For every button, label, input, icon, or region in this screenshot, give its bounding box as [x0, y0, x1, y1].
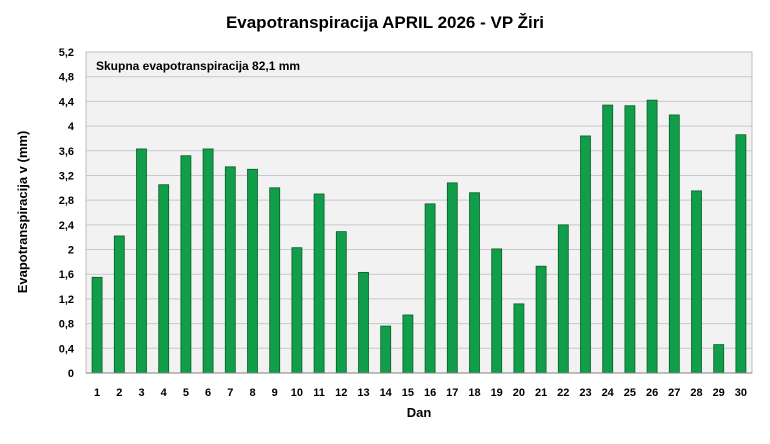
plot-area	[85, 51, 753, 374]
bar	[580, 135, 591, 374]
x-tick-label: 7	[227, 387, 233, 399]
bar	[402, 314, 414, 374]
y-tick-label: 1,2	[59, 294, 74, 306]
bar	[380, 325, 392, 374]
y-tick-label: 0,8	[59, 319, 74, 331]
x-tick-label: 8	[249, 387, 255, 399]
x-tick-label: 28	[690, 387, 702, 399]
bar	[291, 247, 303, 374]
bar	[358, 271, 369, 374]
x-tick-label: 15	[402, 387, 414, 399]
bar	[335, 231, 347, 374]
x-tick-label: 5	[183, 387, 189, 399]
bar	[202, 148, 214, 374]
bar	[491, 248, 503, 374]
x-tick-label: 6	[205, 387, 211, 399]
bar	[513, 303, 525, 374]
y-tick-label: 2	[68, 245, 74, 257]
bar	[535, 265, 547, 374]
bar	[646, 99, 658, 374]
bar	[269, 187, 281, 374]
x-tick-label: 26	[646, 387, 658, 399]
bar	[424, 203, 436, 374]
x-tick-label: 27	[668, 387, 680, 399]
x-tick-label: 25	[624, 387, 636, 399]
bar	[446, 182, 458, 374]
x-tick-label: 23	[579, 387, 591, 399]
chart-title: Evapotranspiracija APRIL 2026 - VP Žiri	[226, 13, 544, 32]
y-tick-label: 0,4	[59, 343, 75, 355]
bar	[180, 155, 192, 374]
x-tick-label: 2	[116, 387, 122, 399]
x-tick-label: 13	[357, 387, 369, 399]
bar	[624, 105, 636, 374]
bar	[557, 224, 569, 374]
x-tick-label: 1	[94, 387, 100, 399]
y-tick-label: 0	[68, 368, 74, 380]
y-tick-label: 2,8	[59, 195, 74, 207]
x-tick-label: 18	[468, 387, 480, 399]
x-tick-label: 22	[557, 387, 569, 399]
bar	[668, 114, 680, 374]
y-tick-label: 2,4	[59, 220, 75, 232]
y-tick-label: 4	[68, 121, 75, 133]
y-tick-label: 4,8	[59, 72, 74, 84]
x-tick-label: 24	[602, 387, 615, 399]
bar	[224, 166, 236, 374]
y-tick-labels: 0 0,4 0,8 1,2 1,6 2 2,4 2,8 3,2 3,6 4 4,4 4,8 5,2	[59, 47, 75, 380]
bar	[313, 193, 325, 374]
bar	[602, 104, 614, 374]
bar	[136, 148, 147, 374]
x-tick-label: 16	[424, 387, 436, 399]
y-tick-label: 3,2	[59, 170, 74, 182]
bar	[247, 168, 258, 374]
x-tick-label: 20	[513, 387, 525, 399]
x-tick-label: 17	[446, 387, 458, 399]
bar	[113, 235, 125, 374]
x-tick-label: 14	[380, 387, 393, 399]
x-tick-label: 12	[335, 387, 347, 399]
x-tick-label: 19	[491, 387, 503, 399]
bar	[735, 134, 747, 374]
bar	[713, 344, 725, 374]
x-tick-label: 10	[291, 387, 303, 399]
x-tick-label: 4	[161, 387, 168, 399]
y-tick-label: 1,6	[59, 269, 74, 281]
y-tick-label: 3,6	[59, 146, 74, 158]
x-tick-label: 9	[272, 387, 278, 399]
total-annotation: Skupna evapotranspiracija 82,1 mm	[96, 59, 300, 73]
y-tick-label: 5,2	[59, 47, 74, 59]
bar	[91, 276, 103, 374]
x-tick-label: 21	[535, 387, 547, 399]
x-tick-labels: 1 2 3 4 5 6 7 8 9 10 11 12 13 14 15 16 17 18 19 20 21 22 23 24 2…	[94, 387, 747, 399]
x-tick-label: 30	[735, 387, 747, 399]
x-tick-label: 11	[313, 387, 325, 399]
y-tick-label: 4,4	[59, 96, 75, 108]
grid-lines	[86, 76, 752, 349]
x-tick-label: 3	[138, 387, 144, 399]
y-axis-label: Evapotranspiracija v (mm)	[15, 131, 30, 294]
x-axis-label: Dan	[407, 405, 432, 420]
bar	[469, 192, 480, 374]
bar	[691, 190, 702, 374]
bar	[158, 184, 170, 374]
x-tick-label: 29	[713, 387, 725, 399]
